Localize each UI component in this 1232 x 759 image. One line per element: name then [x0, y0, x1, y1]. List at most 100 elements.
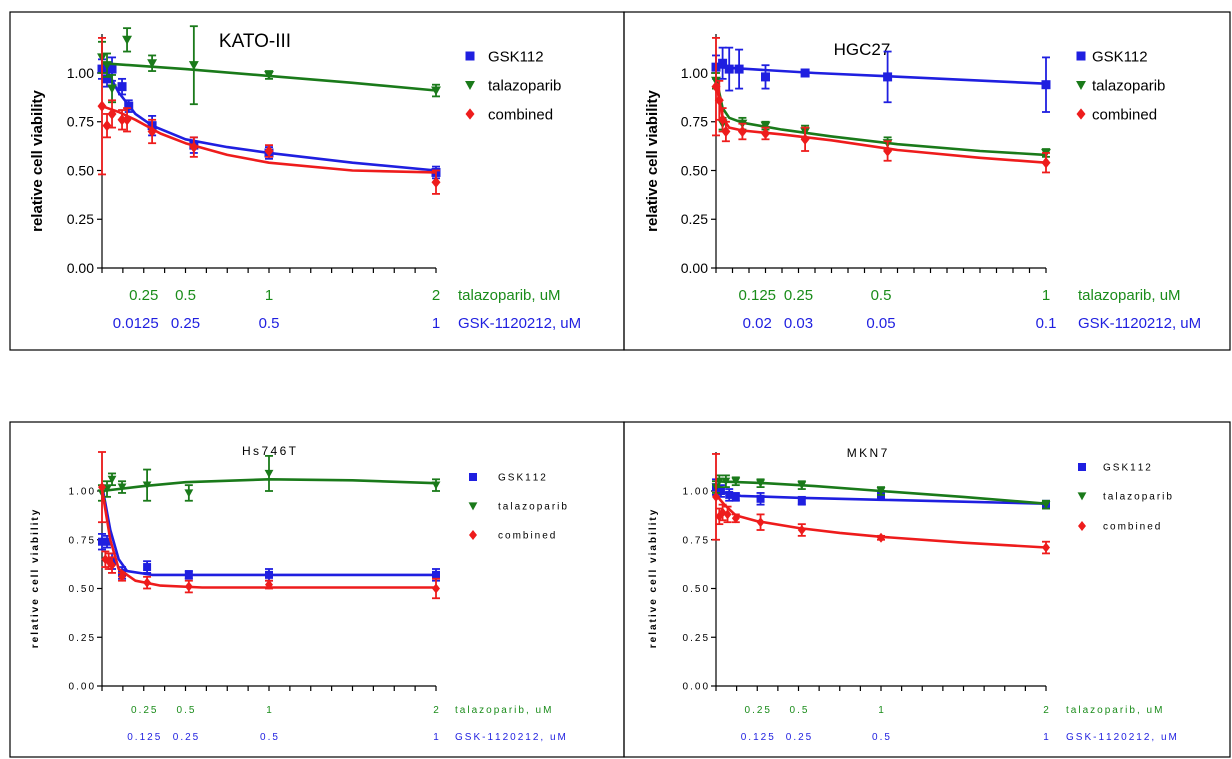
data-point-combined: [184, 581, 193, 592]
fit-curve-talazoparib: [714, 76, 1047, 157]
legend-label: G S K 1 1 2: [498, 473, 546, 484]
data-point-talazoparib: [1041, 501, 1051, 510]
y-tick-label: 0.25: [67, 211, 94, 227]
y-tick-label: 0 . 0 0: [683, 682, 709, 693]
data-point-combined: [122, 114, 132, 126]
chart-panel-hs746t: H s 7 4 6 T r e l a t i v e c e l l v i a…: [30, 444, 567, 743]
talazoparib-dose-label: 1: [1042, 287, 1050, 304]
legend-label: combined: [488, 106, 553, 123]
fit-curve-talazoparib: [715, 480, 1047, 505]
data-point-combined: [143, 577, 152, 588]
data-point-GSK112: [724, 64, 734, 74]
gsk-dose-label: 0 . 5: [872, 732, 890, 743]
legend-label: c o m b i n e d: [1103, 522, 1160, 533]
data-point-combined: [264, 145, 274, 157]
talazoparib-dose-label: 1: [878, 705, 884, 716]
gsk-dose-label: 0.03: [784, 315, 813, 332]
talazoparib-dose-label: 2: [433, 705, 439, 716]
talazoparib-dose-label: 0 . 5: [177, 705, 195, 716]
talazoparib-axis-caption: talazoparib, uM: [1078, 287, 1181, 304]
y-tick-label: 0.50: [67, 162, 94, 178]
y-tick-label: 1.00: [67, 65, 94, 81]
talazoparib-dose-label: 0 . 2 5: [745, 705, 771, 716]
data-point-GSK112: [143, 563, 152, 572]
y-tick-label: 0 . 5 0: [69, 584, 95, 595]
data-point-GSK112: [883, 72, 893, 82]
legend-label: GSK112: [1092, 48, 1148, 65]
fit-curve-talazoparib: [101, 478, 437, 493]
fit-curve-combined: [101, 104, 437, 174]
gsk-dose-label: 0.02: [743, 315, 772, 332]
data-point-talazoparib: [760, 121, 771, 131]
y-axis-label: relative cell viability: [29, 89, 46, 231]
y-tick-label: 1.00: [681, 65, 708, 81]
legend-marker-talazoparib: [468, 502, 478, 511]
legend-marker-combined: [469, 530, 477, 540]
y-tick-label: 0.00: [681, 260, 708, 276]
data-point-talazoparib: [431, 86, 441, 96]
data-point-combined: [756, 517, 765, 528]
data-point-GSK112: [117, 82, 127, 92]
data-point-combined: [1041, 157, 1051, 169]
data-point-combined: [797, 525, 806, 535]
gsk-dose-label: 0 . 2 5: [786, 732, 812, 743]
y-tick-label: 0 . 2 5: [683, 633, 709, 644]
data-point-talazoparib: [756, 479, 765, 488]
data-point-combined: [431, 176, 441, 188]
legend-marker-GSK112: [469, 473, 477, 481]
data-point-combined: [737, 125, 747, 138]
data-point-talazoparib: [107, 475, 117, 484]
gsk-dose-label: 1: [432, 315, 440, 332]
legend-marker-GSK112: [465, 51, 475, 61]
gsk-dose-label: 0.1: [1036, 315, 1057, 332]
data-point-GSK112: [184, 570, 193, 579]
data-point-combined: [107, 108, 117, 120]
fit-curve-combined: [100, 488, 436, 589]
data-point-combined: [147, 125, 157, 138]
data-point-talazoparib: [721, 477, 731, 486]
talazoparib-axis-caption: t a l a z o p a r i b , u M: [455, 705, 551, 716]
data-point-combined: [715, 511, 724, 522]
chart-title: M K N 7: [847, 446, 888, 460]
gsk-axis-caption: GSK-1120212, uM: [1078, 315, 1201, 332]
chart-title: KATO-III: [219, 31, 291, 52]
y-tick-label: 1 . 0 0: [683, 487, 709, 498]
talazoparib-dose-label: 1: [265, 287, 273, 304]
legend-marker-combined: [465, 108, 475, 120]
y-axis-label: relative cell viability: [644, 89, 661, 231]
data-point-talazoparib: [188, 61, 199, 71]
data-point-talazoparib: [731, 477, 741, 486]
data-point-combined: [712, 491, 720, 502]
talazoparib-axis-caption: t a l a z o p a r i b , u M: [1066, 705, 1162, 716]
gsk-dose-label: 0 . 1 2 5: [127, 732, 160, 743]
y-tick-label: 0.75: [67, 114, 94, 130]
data-point-combined: [723, 509, 732, 520]
talazoparib-dose-label: 2: [1043, 705, 1049, 716]
fit-curve-GSK112: [100, 484, 436, 577]
data-point-talazoparib: [102, 61, 112, 71]
data-point-talazoparib: [264, 469, 274, 478]
y-tick-label: 0.50: [681, 162, 708, 178]
gsk-axis-caption: GSK-1120212, uM: [458, 315, 581, 332]
legend-label: combined: [1092, 106, 1157, 123]
y-tick-label: 0 . 5 0: [683, 584, 709, 595]
data-point-talazoparib: [264, 70, 274, 80]
data-point-talazoparib: [797, 481, 807, 490]
chart-title: H s 7 4 6 T: [242, 444, 297, 458]
y-tick-label: 0 . 2 5: [69, 633, 95, 644]
gsk-dose-label: 0 . 2 5: [173, 732, 199, 743]
legend-label: GSK112: [488, 48, 544, 65]
gsk-axis-caption: G S K - 1 1 2 0 2 1 2 , u M: [1066, 732, 1177, 743]
data-point-combined: [721, 125, 731, 138]
data-point-talazoparib: [117, 483, 127, 492]
data-point-GSK112: [761, 72, 770, 82]
data-point-talazoparib: [876, 487, 886, 496]
gsk-dose-label: 1: [433, 732, 439, 743]
talazoparib-dose-label: 0.5: [175, 287, 196, 304]
chart-panel-mkn7: M K N 7 r e l a t i v e c e l l v i a b i…: [648, 446, 1177, 743]
y-tick-label: 0.25: [681, 211, 708, 227]
talazoparib-dose-label: 0.25: [129, 287, 158, 304]
legend-label: t a l a z o p a r i b: [498, 502, 567, 513]
